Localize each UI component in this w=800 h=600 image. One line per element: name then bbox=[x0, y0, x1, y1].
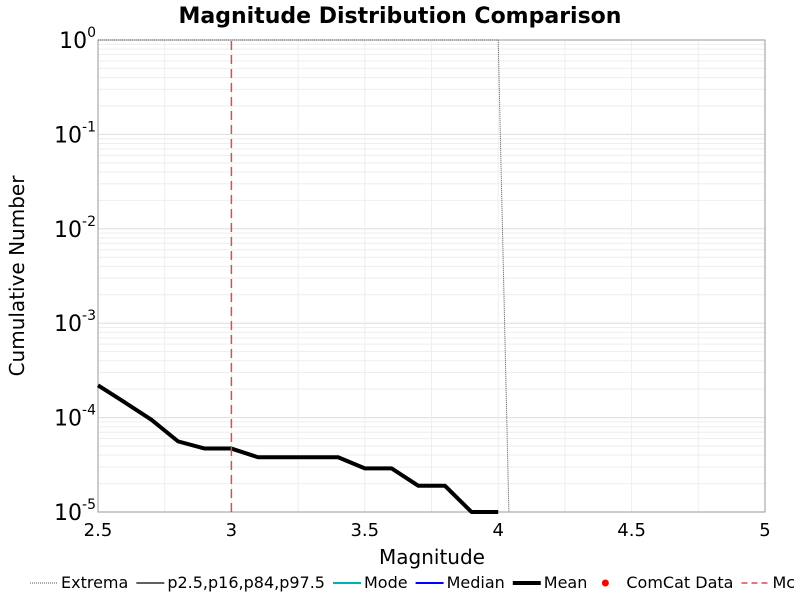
x-tick-label: 4.5 bbox=[617, 520, 646, 541]
x-tick-labels: 2.5 3 3.5 4 4.5 5 bbox=[84, 520, 771, 541]
x-tick-label: 3 bbox=[226, 520, 237, 541]
extrema-line bbox=[98, 39, 510, 513]
y-tick-label: 10-1 bbox=[54, 119, 96, 148]
legend-swatch-comcat-data bbox=[601, 579, 609, 587]
legend-label-p2-5-p16-p84-p97-5: p2.5,p16,p84,p97.5 bbox=[167, 573, 325, 592]
x-tick-label: 4 bbox=[492, 520, 503, 541]
legend-label-mc: Mc bbox=[772, 573, 795, 592]
x-tick-label: 2.5 bbox=[84, 520, 113, 541]
legend-label-mode: Mode bbox=[364, 573, 408, 592]
y-tick-label: 10-5 bbox=[54, 497, 96, 526]
legend-label-median: Median bbox=[447, 573, 505, 592]
x-axis-label: Magnitude bbox=[379, 545, 485, 569]
y-tick-label: 10-4 bbox=[54, 403, 96, 432]
x-tick-label: 3.5 bbox=[350, 520, 379, 541]
y-axis-label: Cumulative Number bbox=[5, 175, 29, 377]
plot-area-frame bbox=[97, 39, 766, 513]
y-tick-label: 10-3 bbox=[54, 308, 96, 337]
series-layer bbox=[96, 39, 510, 514]
x-tick-label: 5 bbox=[759, 520, 770, 541]
chart-title: Magnitude Distribution Comparison bbox=[179, 4, 622, 29]
y-tick-label: 100 bbox=[59, 25, 96, 54]
legend-label-extrema: Extrema bbox=[61, 573, 128, 592]
grid bbox=[97, 39, 766, 513]
y-tick-label: 10-2 bbox=[54, 214, 96, 243]
mean-line bbox=[96, 383, 499, 514]
legend: Extrema p2.5,p16,p84,p97.5 Mode Median Mean C… bbox=[30, 573, 795, 592]
y-tick-labels: 100 10-1 10-2 10-3 10-4 10-5 bbox=[54, 25, 96, 526]
legend-label-mean: Mean bbox=[544, 573, 588, 592]
legend-label-comcat-data: ComCat Data bbox=[626, 573, 733, 592]
